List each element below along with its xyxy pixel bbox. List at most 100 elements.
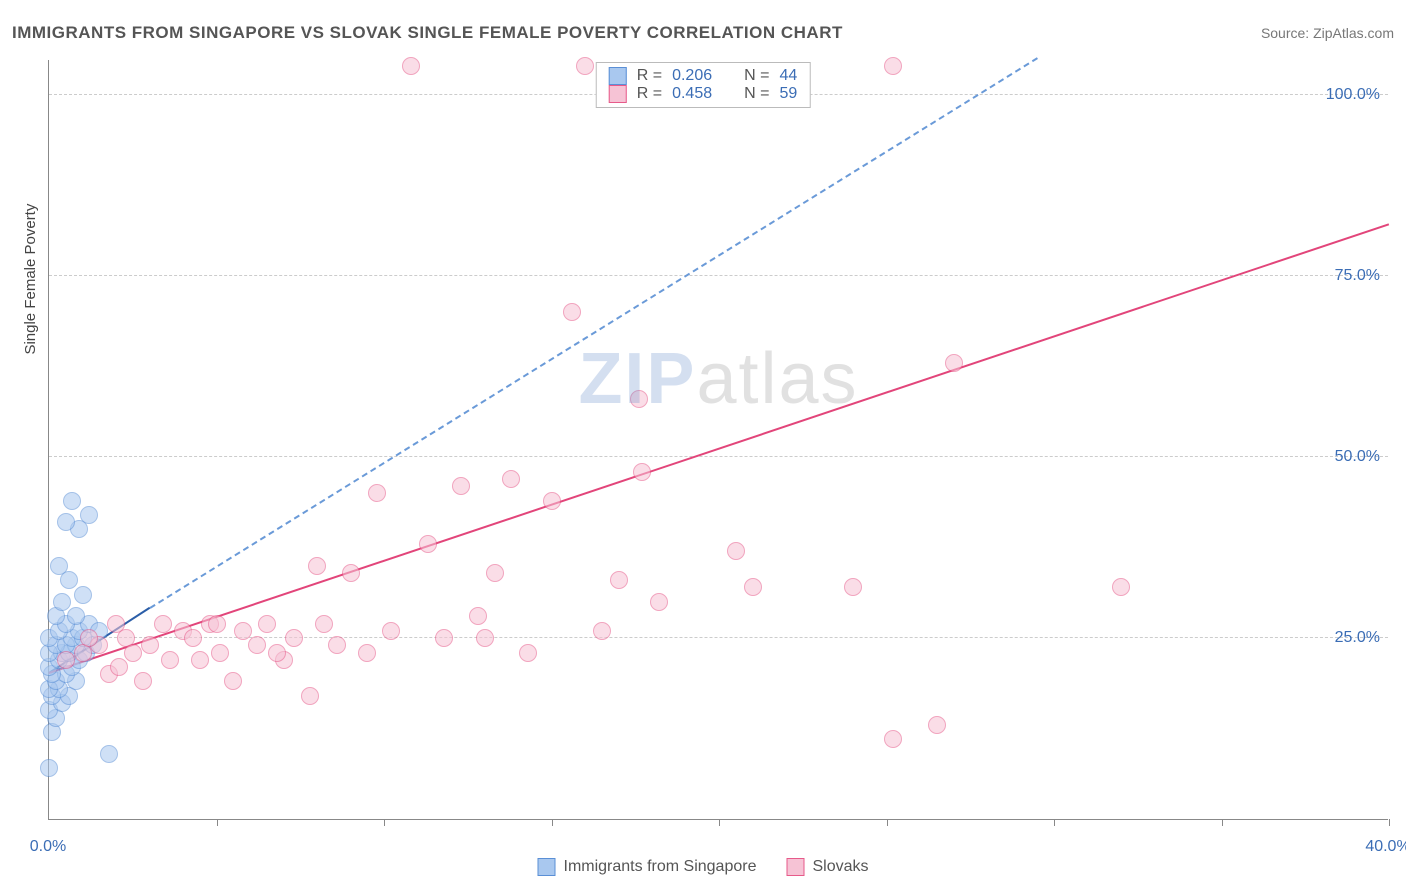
stats-n-value: 44 xyxy=(779,67,797,85)
data-point xyxy=(258,615,276,633)
data-point xyxy=(80,629,98,647)
y-tick-label: 25.0% xyxy=(1335,629,1380,647)
data-point xyxy=(593,622,611,640)
data-point xyxy=(134,672,152,690)
legend-swatch xyxy=(609,67,627,85)
data-point xyxy=(224,672,242,690)
trend-line xyxy=(149,57,1038,609)
y-axis-label: Single Female Poverty xyxy=(22,204,39,355)
data-point xyxy=(53,593,71,611)
data-point xyxy=(469,607,487,625)
gridline xyxy=(49,275,1388,276)
data-point xyxy=(80,506,98,524)
stats-row: R = 0.206 N = 44 xyxy=(609,67,798,85)
x-tick xyxy=(384,819,385,826)
stats-r-value: 0.458 xyxy=(672,85,712,103)
data-point xyxy=(248,636,266,654)
data-point xyxy=(727,542,745,560)
data-point xyxy=(50,557,68,575)
x-tick xyxy=(719,819,720,826)
watermark-atlas: atlas xyxy=(696,339,858,419)
legend-swatch xyxy=(538,858,556,876)
data-point xyxy=(368,484,386,502)
stats-n-value: 59 xyxy=(779,85,797,103)
data-point xyxy=(63,492,81,510)
chart-header: IMMIGRANTS FROM SINGAPORE VS SLOVAK SING… xyxy=(12,18,1394,48)
data-point xyxy=(630,390,648,408)
stats-r-label: R = xyxy=(637,67,662,85)
legend-item: Slovaks xyxy=(786,858,868,876)
data-point xyxy=(502,470,520,488)
data-point xyxy=(100,745,118,763)
data-point xyxy=(301,687,319,705)
stats-r-label: R = xyxy=(637,85,662,103)
data-point xyxy=(543,492,561,510)
data-point xyxy=(744,578,762,596)
x-tick-label: 40.0% xyxy=(1365,838,1406,856)
data-point xyxy=(633,463,651,481)
data-point xyxy=(308,557,326,575)
data-point xyxy=(57,513,75,531)
data-point xyxy=(476,629,494,647)
data-point xyxy=(74,586,92,604)
x-tick xyxy=(552,819,553,826)
data-point xyxy=(211,644,229,662)
source-label: Source: ZipAtlas.com xyxy=(1261,25,1394,41)
legend-item: Immigrants from Singapore xyxy=(538,858,757,876)
chart-title: IMMIGRANTS FROM SINGAPORE VS SLOVAK SING… xyxy=(12,23,843,43)
x-tick xyxy=(1389,819,1390,826)
data-point xyxy=(844,578,862,596)
data-point xyxy=(402,57,420,75)
x-tick xyxy=(217,819,218,826)
data-point xyxy=(191,651,209,669)
data-point xyxy=(928,716,946,734)
data-point xyxy=(268,644,286,662)
bottom-legend: Immigrants from Singapore Slovaks xyxy=(538,858,869,876)
data-point xyxy=(315,615,333,633)
data-point xyxy=(486,564,504,582)
gridline xyxy=(49,456,1388,457)
data-point xyxy=(234,622,252,640)
y-tick-label: 75.0% xyxy=(1335,267,1380,285)
x-tick xyxy=(1222,819,1223,826)
legend-swatch xyxy=(609,85,627,103)
legend-label: Immigrants from Singapore xyxy=(564,858,757,876)
data-point xyxy=(1112,578,1130,596)
data-point xyxy=(884,57,902,75)
data-point xyxy=(161,651,179,669)
data-point xyxy=(610,571,628,589)
data-point xyxy=(435,629,453,647)
data-point xyxy=(576,57,594,75)
y-tick-label: 100.0% xyxy=(1326,86,1380,104)
data-point xyxy=(67,607,85,625)
data-point xyxy=(650,593,668,611)
trend-line xyxy=(49,224,1390,675)
stats-n-label: N = xyxy=(744,67,769,85)
data-point xyxy=(519,644,537,662)
data-point xyxy=(184,629,202,647)
data-point xyxy=(141,636,159,654)
data-point xyxy=(945,354,963,372)
stats-n-label: N = xyxy=(744,85,769,103)
data-point xyxy=(328,636,346,654)
x-tick xyxy=(1054,819,1055,826)
y-tick-label: 50.0% xyxy=(1335,448,1380,466)
x-tick xyxy=(887,819,888,826)
data-point xyxy=(40,759,58,777)
data-point xyxy=(110,658,128,676)
stats-row: R = 0.458 N = 59 xyxy=(609,85,798,103)
stats-r-value: 0.206 xyxy=(672,67,712,85)
watermark: ZIPatlas xyxy=(578,338,858,420)
data-point xyxy=(452,477,470,495)
data-point xyxy=(208,615,226,633)
legend-swatch xyxy=(786,858,804,876)
data-point xyxy=(563,303,581,321)
data-point xyxy=(57,651,75,669)
stats-legend-box: R = 0.206 N = 44 R = 0.458 N = 59 xyxy=(596,62,811,108)
data-point xyxy=(154,615,172,633)
data-point xyxy=(285,629,303,647)
data-point xyxy=(358,644,376,662)
x-tick-label: 0.0% xyxy=(30,838,66,856)
legend-label: Slovaks xyxy=(812,858,868,876)
plot-area: ZIPatlas 25.0% 50.0% 75.0% 100.0% xyxy=(48,60,1388,820)
